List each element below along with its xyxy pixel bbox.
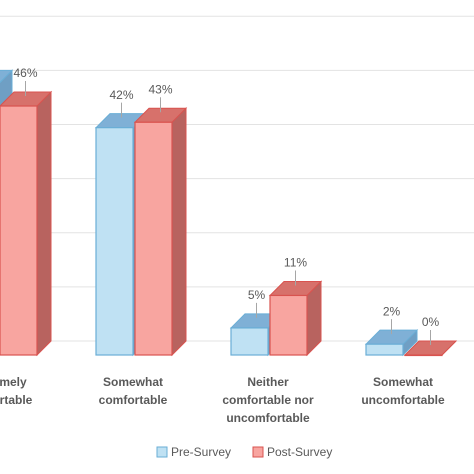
x-tick-label-line: Somewhat — [103, 375, 163, 389]
x-tick-label-line: comfortable — [0, 393, 33, 407]
bar-front — [230, 327, 269, 356]
bar-front — [134, 121, 173, 356]
value-label: 2% — [383, 304, 401, 318]
value-label: 11% — [284, 256, 307, 270]
bar-top — [0, 69, 14, 84]
bar — [268, 280, 323, 357]
bar — [403, 340, 458, 357]
grid — [0, 15, 474, 342]
bar-front — [0, 105, 38, 356]
x-tick-label-line: comfortable nor — [222, 393, 314, 407]
legend-swatch — [156, 446, 168, 458]
value-label: 5% — [248, 288, 266, 302]
x-tick-label: Extremely comfortable — [0, 375, 33, 407]
x-tick-label-line: uncomfortable — [361, 393, 445, 407]
bar-front — [404, 354, 443, 357]
x-tick-label: Somewhat comfortable — [99, 375, 168, 407]
legend-label: Pre-Survey — [171, 445, 231, 459]
value-label: 46% — [13, 66, 37, 80]
bar-front — [269, 294, 308, 356]
value-label: 42% — [109, 88, 133, 102]
bar — [133, 107, 188, 357]
labels: 46% Extremely comfortable 42% 43% Somewhat com… — [0, 66, 445, 425]
value-label: 0% — [422, 315, 440, 329]
x-tick-label-line: Somewhat — [373, 375, 433, 389]
bar-side — [36, 90, 52, 357]
bar — [0, 90, 53, 357]
legend-label: Post-Survey — [267, 445, 332, 459]
legend: Pre-Survey Post-Survey — [156, 445, 332, 459]
x-tick-label: Somewhat uncomfortable — [361, 375, 445, 407]
bar — [364, 328, 419, 357]
x-tick-label-line: Extremely — [0, 375, 27, 389]
bars — [0, 69, 458, 357]
value-label: 43% — [148, 82, 172, 96]
bar-side — [171, 107, 187, 357]
x-tick-label-line: Neither — [247, 375, 289, 389]
x-tick-label: Neither comfortable nor uncomfortable — [222, 375, 314, 425]
legend-swatch — [252, 446, 264, 458]
bar-front — [365, 343, 404, 356]
x-tick-label-line: uncomfortable — [226, 411, 310, 425]
x-tick-label-line: comfortable — [99, 393, 168, 407]
bar-front — [95, 127, 134, 356]
